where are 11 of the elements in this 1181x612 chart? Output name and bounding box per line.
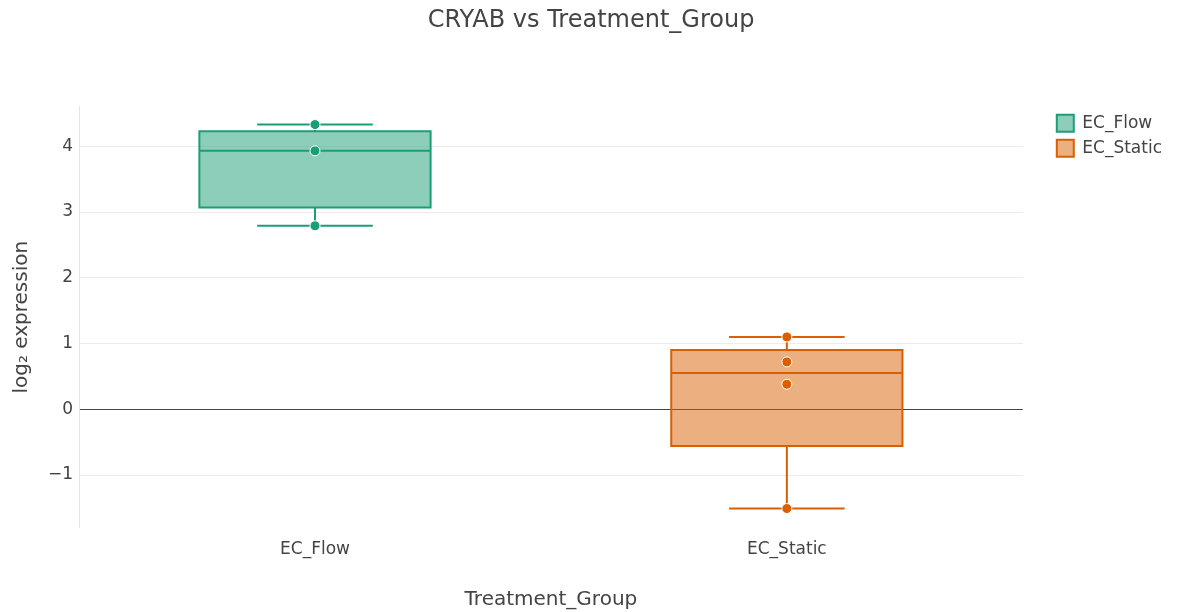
legend-label: EC_Flow (1082, 111, 1153, 133)
y-tick-label: −1 (48, 463, 74, 484)
y-tick-label: 1 (62, 331, 74, 352)
legend-label: EC_Static (1082, 136, 1163, 158)
x-axis-title: Treatment_Group (463, 586, 638, 611)
y-tick-label: 3 (62, 200, 74, 221)
y-tick-label: 4 (62, 134, 74, 155)
chart-title: CRYAB vs Treatment_Group (427, 4, 755, 33)
y-axis-title: log₂ expression (8, 240, 33, 394)
y-tick-label: 0 (62, 397, 74, 418)
y-tick-label: 2 (62, 266, 74, 287)
